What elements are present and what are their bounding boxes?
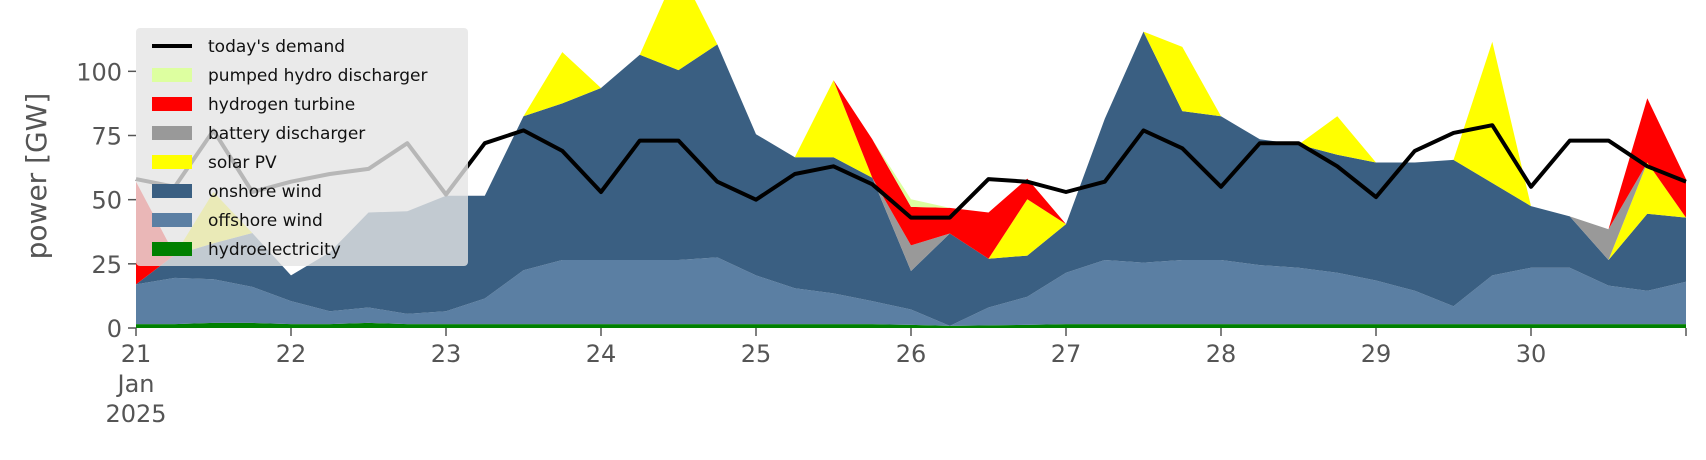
y-tick-label: 75: [91, 123, 122, 151]
legend-label-today-s-demand: today's demand: [208, 37, 345, 57]
x-tick-label: 22: [276, 340, 307, 368]
legend-label-solar-pv: solar PV: [208, 153, 277, 173]
x-tick-label: 24: [586, 340, 617, 368]
legend-label-offshore-wind: offshore wind: [208, 211, 323, 231]
legend-label-onshore-wind: onshore wind: [208, 182, 322, 202]
legend-swatch-hydrogen-turbine: [152, 97, 192, 111]
legend-swatch-pumped-hydro-discharger: [152, 68, 192, 82]
y-tick-label: 100: [76, 58, 122, 86]
stacked-areas: [136, 0, 1686, 328]
x-tick-label: 25: [741, 340, 772, 368]
legend: today's demand pumped hydro discharger hyd…: [136, 28, 468, 266]
x-tick-year-label: 2025: [105, 400, 166, 428]
area-hydroelectricity: [136, 322, 1686, 328]
x-tick-label: 26: [896, 340, 927, 368]
legend-swatch-battery-discharger: [152, 126, 192, 140]
y-tick-label: 50: [91, 187, 122, 215]
legend-label-battery-discharger: battery discharger: [208, 124, 365, 144]
legend-swatch-offshore-wind: [152, 213, 192, 227]
y-tick-label: 0: [107, 315, 122, 343]
x-tick-label: 21: [121, 340, 152, 368]
x-tick-label: 28: [1206, 340, 1237, 368]
legend-label-hydrogen-turbine: hydrogen turbine: [208, 95, 355, 115]
area-offshore-wind: [136, 257, 1686, 326]
legend-items: today's demand pumped hydro discharger hyd…: [152, 37, 427, 260]
x-tick-label: 30: [1516, 340, 1547, 368]
legend-swatch-onshore-wind: [152, 184, 192, 198]
y-axis-label: power [GW]: [20, 93, 53, 260]
legend-swatch-solar-pv: [152, 155, 192, 169]
legend-swatch-hydroelectricity: [152, 242, 192, 256]
x-tick-label: 27: [1051, 340, 1082, 368]
legend-box: [136, 28, 468, 266]
x-tick-month-label: Jan: [116, 370, 155, 398]
area-hydrogen-turbine: [136, 0, 1686, 285]
x-tick-label: 23: [431, 340, 462, 368]
y-tick-label: 25: [91, 251, 122, 279]
area-onshore-wind: [136, 31, 1686, 326]
legend-label-hydroelectricity: hydroelectricity: [208, 240, 341, 260]
x-tick-label: 29: [1361, 340, 1392, 368]
legend-label-pumped-hydro-discharger: pumped hydro discharger: [208, 66, 427, 86]
